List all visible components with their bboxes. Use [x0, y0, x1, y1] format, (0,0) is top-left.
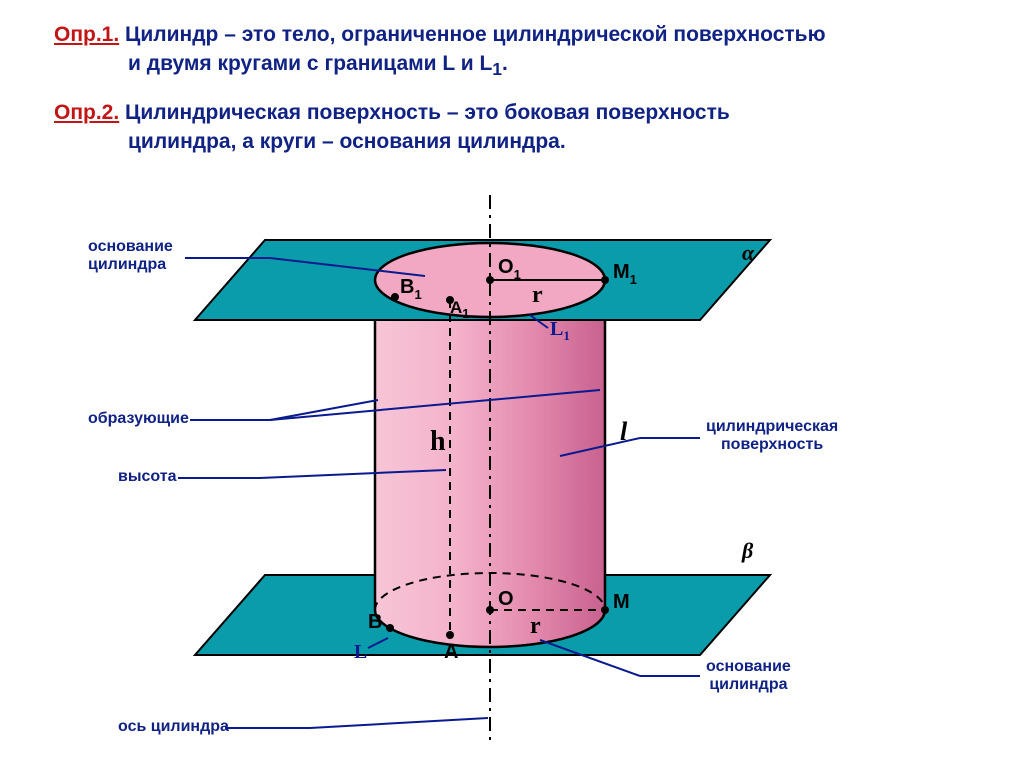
svg-text:r: r — [532, 282, 543, 308]
svg-text:В: В — [368, 611, 382, 633]
svg-text:А: А — [444, 641, 458, 663]
svg-text:r: r — [530, 613, 541, 639]
svg-text:M: M — [613, 591, 630, 613]
svg-text:β: β — [741, 538, 754, 563]
svg-text:O: O — [498, 588, 514, 610]
svg-text:α: α — [742, 240, 755, 265]
cylinder-diagram: O1 M1 В1 А1 O M В А r r h l α β L L1 — [0, 0, 1024, 767]
svg-text:L: L — [354, 641, 367, 663]
svg-text:h: h — [430, 426, 446, 457]
